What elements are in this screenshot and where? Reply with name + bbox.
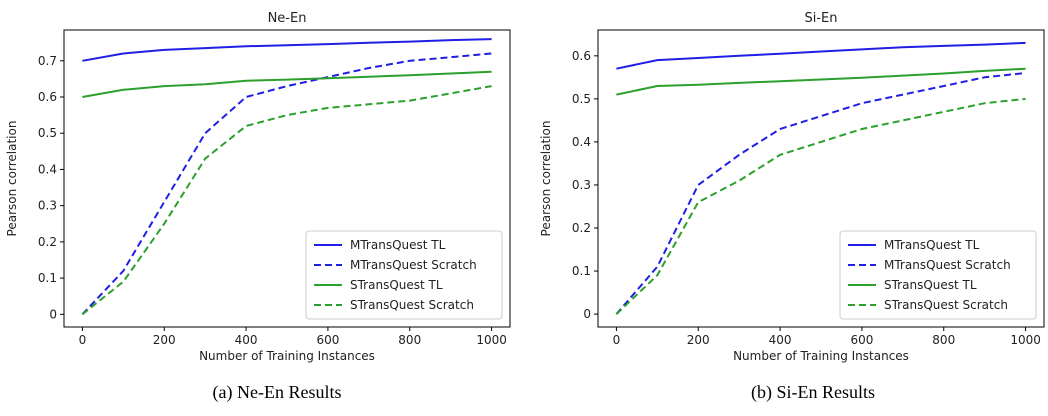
legend-box — [839, 230, 1037, 320]
plot-frame — [597, 29, 1045, 328]
x-tick-label: 400 — [769, 333, 792, 347]
legend-box — [305, 230, 503, 320]
y-tick-label: 0.2 — [38, 235, 57, 249]
y-tick-label: 0.3 — [572, 178, 591, 192]
legend-label: MTransQuest Scratch — [350, 258, 477, 272]
y-tick-label: 0.1 — [38, 271, 57, 285]
x-tick-label: 200 — [153, 333, 176, 347]
y-tick-label: 0.2 — [572, 221, 591, 235]
legend-label: STransQuest Scratch — [884, 298, 1008, 312]
x-tick-label: 600 — [316, 333, 339, 347]
y-tick-label: 0 — [49, 307, 57, 321]
y-tick-label: 0.5 — [38, 126, 57, 140]
y-tick-label: 0.3 — [38, 199, 57, 213]
x-axis-label: Number of Training Instances — [199, 349, 375, 363]
series-line-mtransquest-tl — [82, 38, 492, 62]
x-tick-label: 1000 — [1010, 333, 1041, 347]
series-line-stransquest-tl — [82, 70, 492, 98]
y-tick-label: 0.7 — [38, 54, 57, 68]
x-tick-label: 1000 — [476, 333, 507, 347]
legend-label: STransQuest Scratch — [350, 298, 474, 312]
legend-label: STransQuest TL — [350, 278, 443, 292]
plot-frame — [63, 29, 511, 328]
y-tick-label: 0.4 — [572, 135, 591, 149]
legend: MTransQuest TL MTransQuest Scratch STransQ… — [839, 230, 1037, 320]
series-line-mtransquest-scratch — [81, 52, 492, 315]
x-tick-label: 200 — [687, 333, 710, 347]
caption-ne-en: (a) Ne-En Results — [212, 382, 342, 402]
y-axis-label: Pearson correlation — [539, 121, 553, 237]
series-line-stransquest-scratch — [81, 85, 492, 316]
y-tick-label: 0.5 — [572, 92, 591, 106]
y-tick-label: 0.6 — [572, 49, 591, 63]
legend: MTransQuest TL MTransQuest Scratch STransQ… — [305, 230, 503, 320]
series-line-mtransquest-tl — [616, 41, 1026, 70]
y-tick-label: 0 — [583, 307, 591, 321]
caption-si-en: (b) Si-En Results — [751, 382, 875, 402]
series-line-stransquest-scratch — [615, 97, 1026, 315]
x-tick-label: 800 — [398, 333, 421, 347]
x-tick-label: 600 — [850, 333, 873, 347]
legend-label: MTransQuest TL — [884, 238, 980, 252]
legend-label: STransQuest TL — [884, 278, 977, 292]
chart-si-en: Si-En 0 200 400 600 800 1000 0 0.1 0.2 0.3 0.4 0.5 0.… — [539, 11, 1045, 363]
x-tick-label: 0 — [613, 333, 621, 347]
x-tick-label: 0 — [79, 333, 87, 347]
y-tick-label: 0.1 — [572, 264, 591, 278]
legend-label: MTransQuest TL — [350, 238, 446, 252]
chart-title: Si-En — [804, 11, 837, 26]
x-tick-label: 800 — [932, 333, 955, 347]
y-axis-label: Pearson correlation — [5, 121, 19, 237]
x-axis-label: Number of Training Instances — [733, 349, 909, 363]
chart-ne-en: Ne-En 0 200 400 600 800 1000 0 0.1 0.2 0.3 0.4 0.5 0.… — [5, 11, 511, 363]
chart-title: Ne-En — [268, 11, 307, 26]
x-tick-label: 400 — [235, 333, 258, 347]
series-line-mtransquest-scratch — [615, 72, 1026, 315]
y-tick-label: 0.6 — [38, 90, 57, 104]
series-line-stransquest-tl — [616, 67, 1026, 96]
y-tick-label: 0.4 — [38, 162, 57, 176]
legend-label: MTransQuest Scratch — [884, 258, 1011, 272]
